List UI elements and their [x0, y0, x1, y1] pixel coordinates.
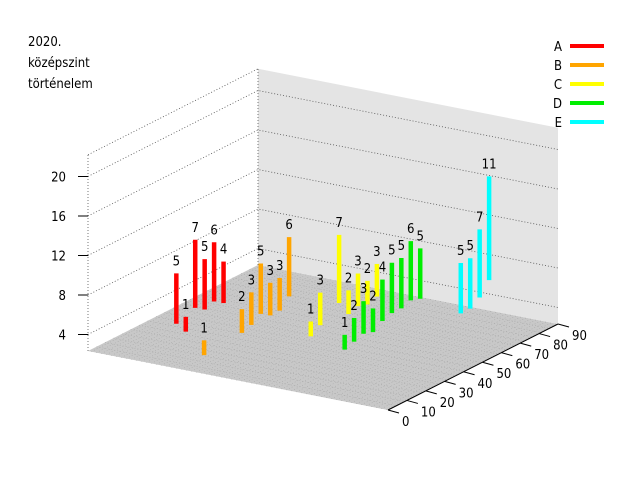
- legend-label-e: E: [555, 116, 562, 131]
- data-label-a: 1: [182, 298, 189, 313]
- x-tick-label: 30: [459, 386, 474, 401]
- data-label-a: 7: [191, 221, 198, 236]
- x-tick: [557, 323, 570, 328]
- z-tick-label: 12: [51, 250, 66, 265]
- data-label-d: 5: [398, 239, 405, 254]
- z-gridline: [87, 169, 559, 256]
- x-tick: [463, 371, 475, 376]
- x-tick: [425, 390, 437, 395]
- x-tick: [538, 333, 551, 338]
- x-tick: [387, 409, 400, 414]
- data-label-c: 2: [345, 271, 352, 286]
- x-tick-label: 20: [440, 396, 455, 411]
- x-tick-label: 70: [534, 348, 549, 363]
- data-label-d: 2: [350, 299, 357, 314]
- data-label-a: 6: [210, 223, 217, 238]
- data-label-a: 5: [173, 254, 180, 269]
- data-label-a: 5: [201, 240, 208, 255]
- legend: A B C D E: [553, 40, 604, 131]
- data-label-d: 5: [416, 229, 423, 244]
- title-line-1: 2020.: [28, 35, 61, 50]
- title-line-2: középszint: [28, 56, 90, 71]
- legend-label-c: C: [554, 78, 562, 93]
- data-label-c: 2: [364, 262, 371, 277]
- data-label-e: 7: [476, 210, 483, 225]
- x-tick-label: 10: [421, 405, 436, 420]
- x-tick-label: 40: [478, 377, 493, 392]
- chart-grid: [87, 68, 559, 410]
- legend-label-a: A: [554, 40, 562, 55]
- z-tick-label: 4: [59, 329, 66, 344]
- z-gridline: [87, 248, 559, 335]
- x-tick-label: 60: [515, 358, 530, 373]
- x-tick: [501, 352, 513, 357]
- data-label-c: 3: [354, 255, 361, 270]
- x-tick: [482, 361, 494, 366]
- x-tick-label: 0: [402, 415, 409, 430]
- data-label-d: 4: [379, 261, 386, 276]
- data-label-d: 5: [388, 244, 395, 259]
- title-line-3: történelem: [28, 77, 93, 92]
- data-label-e: 5: [466, 239, 473, 254]
- data-label-b: 2: [238, 290, 245, 305]
- corner-edge: [87, 68, 259, 156]
- data-label-c: 3: [373, 245, 380, 260]
- data-label-b: 5: [257, 244, 264, 259]
- x-tick: [406, 399, 419, 404]
- z-gridline: [87, 208, 559, 296]
- data-label-c: 1: [307, 303, 314, 318]
- x-tick: [444, 380, 456, 385]
- chart-title: 2020. középszint történelem: [28, 35, 93, 92]
- z-tick-label: 8: [59, 289, 66, 304]
- legend-label-d: D: [553, 97, 562, 112]
- data-label-b: 3: [276, 259, 283, 274]
- x-tick: [520, 342, 532, 347]
- x-tick-label: 80: [553, 339, 568, 354]
- x-tick-label: 90: [572, 329, 587, 344]
- data-label-b: 3: [266, 264, 273, 279]
- data-label-b: 6: [285, 218, 292, 233]
- z-gridline: [87, 90, 559, 177]
- z-tick-label: 16: [51, 210, 66, 225]
- data-label-d: 6: [407, 222, 414, 237]
- data-label-d: 2: [369, 289, 376, 304]
- data-label-d: 3: [360, 282, 367, 297]
- back-wall: [258, 68, 558, 324]
- z-tick-label: 20: [51, 171, 66, 186]
- data-label-e: 5: [457, 244, 464, 259]
- x-tick-label: 50: [496, 367, 511, 382]
- data-label-b: 1: [200, 321, 207, 336]
- data-label-c: 3: [316, 274, 323, 289]
- z-gridline: [87, 129, 559, 217]
- data-label-a: 4: [220, 243, 227, 258]
- data-label-e: 11: [482, 157, 497, 172]
- data-label-c: 7: [335, 216, 342, 231]
- legend-label-b: B: [554, 59, 562, 74]
- data-label-d: 1: [341, 316, 348, 331]
- data-label-b: 3: [248, 273, 255, 288]
- x-axis-line: [387, 323, 559, 411]
